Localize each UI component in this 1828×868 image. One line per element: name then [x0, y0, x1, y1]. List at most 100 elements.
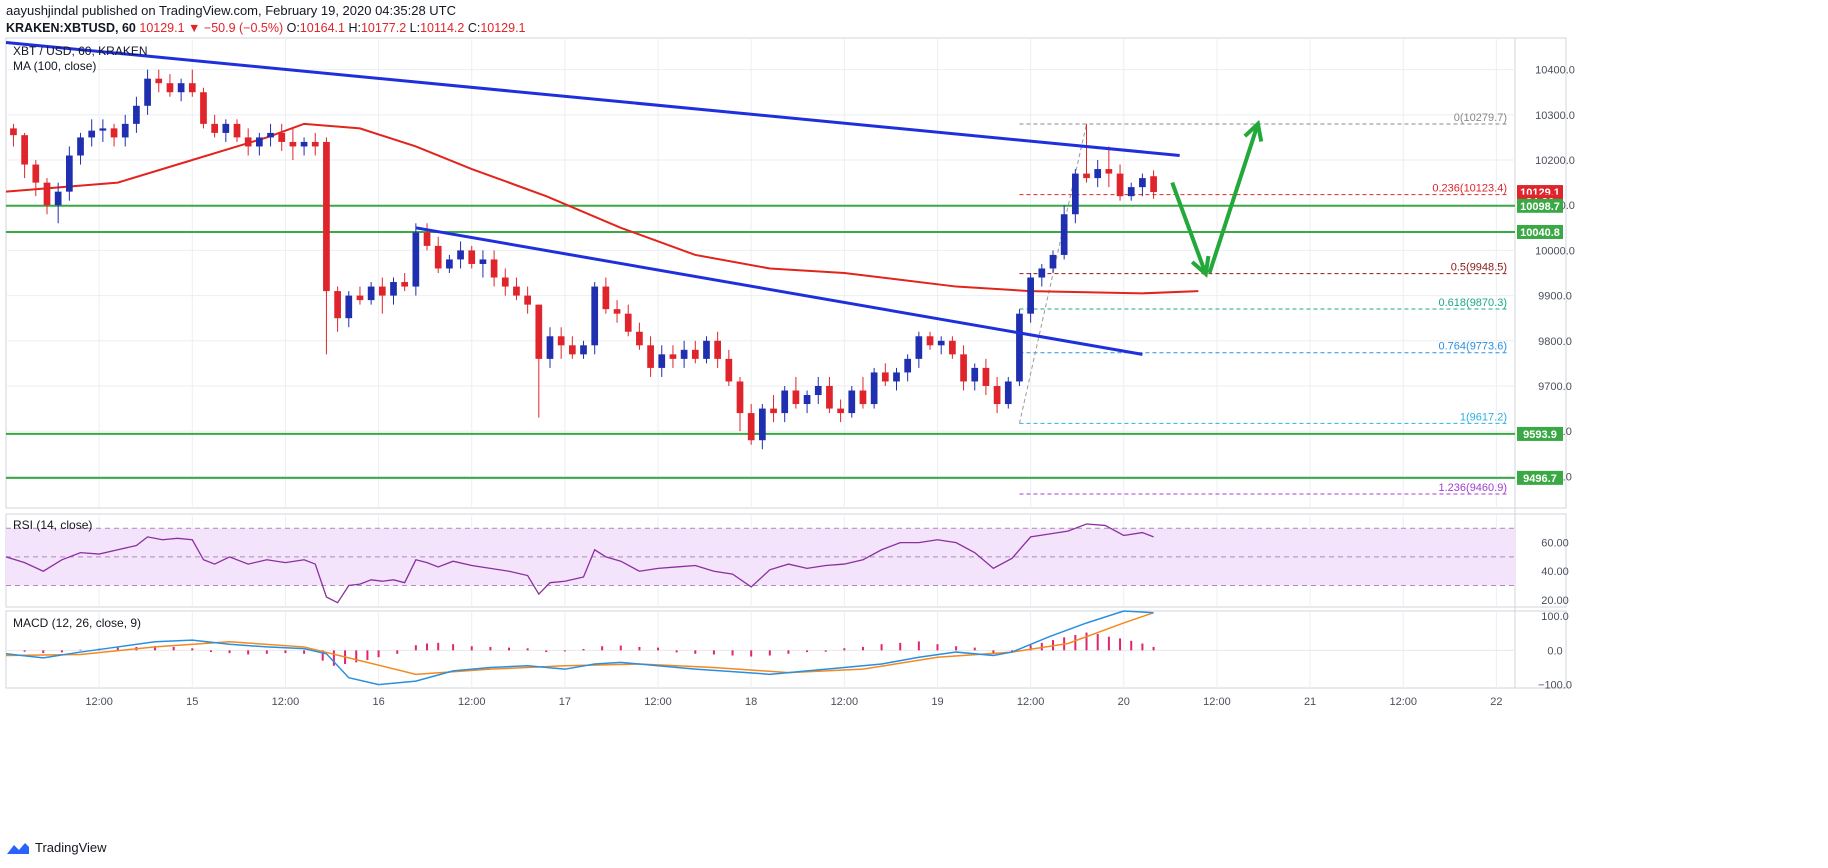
candle-body: [837, 408, 844, 414]
candle-body: [904, 358, 912, 373]
candle-body: [1150, 176, 1157, 193]
macd-tick-label: 0.0: [1547, 645, 1562, 657]
candle-body: [300, 141, 308, 147]
candle-body: [580, 345, 587, 355]
tradingview-logo[interactable]: TradingView: [6, 840, 107, 855]
candle-body: [121, 123, 129, 138]
candle-body: [524, 295, 531, 305]
candle-body: [1060, 214, 1068, 255]
published-text: published on TradingView.com, February 1…: [81, 3, 457, 18]
fib-level-label: 0.764(9773.6): [1439, 341, 1508, 353]
candle-body: [1049, 254, 1057, 269]
macd-tick-label: −100.0: [1538, 680, 1572, 692]
rsi-tick-label: 60.00: [1541, 538, 1569, 550]
y-tick-label: 10000.0: [1535, 245, 1575, 257]
candle-body: [278, 132, 286, 142]
macd-tick-label: 100.0: [1541, 611, 1569, 623]
price-tag-bg: [1517, 426, 1563, 441]
y-tick-label: 9800.0: [1538, 336, 1572, 348]
x-tick-label: 15: [186, 696, 198, 708]
x-tick-label: 12:00: [1389, 696, 1417, 708]
candle-body: [434, 245, 442, 269]
chart-title: XBT / USD, 60, KRAKEN: [13, 44, 148, 58]
candle-body: [669, 354, 677, 359]
ma100-line: [5, 122, 1199, 295]
rsi-title: RSI (14, close): [13, 518, 92, 532]
price-change: ▼ −50.9 (−0.5%): [188, 21, 284, 35]
candle-body: [725, 358, 733, 382]
candle-body: [1027, 277, 1034, 314]
candle-body: [647, 345, 654, 368]
candle-body: [591, 286, 599, 346]
candle-body: [423, 232, 431, 246]
candle-body: [513, 286, 520, 296]
candle-body: [1071, 173, 1079, 215]
candle-body: [289, 141, 297, 147]
macd-pane-frame: [5, 610, 1567, 689]
candle-body: [848, 390, 856, 414]
candle-body: [144, 78, 151, 106]
candle-body: [1105, 169, 1113, 174]
x-tick-label: 19: [931, 696, 943, 708]
x-tick-label: 17: [559, 696, 571, 708]
candle-body: [1127, 187, 1135, 197]
candle-body: [345, 295, 353, 319]
candle-body: [378, 286, 386, 296]
candle-body: [535, 304, 543, 359]
candle-body: [110, 128, 118, 138]
candle-body: [1116, 173, 1124, 197]
candle-body: [1083, 173, 1090, 179]
candle-body: [960, 354, 967, 382]
candle-body: [211, 123, 219, 133]
rsi-line: [5, 523, 1154, 604]
candle-body: [311, 141, 319, 147]
last-price: 10129.1: [139, 21, 185, 35]
candle-body: [971, 367, 979, 382]
candle-body: [691, 349, 699, 359]
candle-body: [334, 291, 341, 319]
macd-line: [5, 610, 1154, 686]
candle-body: [1016, 313, 1023, 382]
candle-body: [446, 259, 453, 269]
x-tick-label: 18: [745, 696, 757, 708]
candle-body: [859, 390, 867, 405]
candle-body: [602, 286, 610, 310]
x-tick-label: 12:00: [1203, 696, 1231, 708]
candle-body: [770, 408, 777, 414]
candle-body: [814, 385, 822, 396]
candle-body: [781, 390, 789, 414]
close-label: C:: [467, 21, 481, 35]
fib-level-label: 0.618(9870.3): [1439, 297, 1508, 309]
candle-body: [390, 282, 397, 296]
price-tag: 9593.9: [1523, 429, 1557, 441]
candle-body: [557, 336, 565, 346]
publish-header: aayushjindal published on TradingView.co…: [6, 3, 456, 18]
candle-body: [88, 130, 96, 138]
candle-body: [356, 295, 364, 301]
candle-body: [680, 349, 688, 359]
price-tag-bg: [1517, 470, 1563, 485]
candle-body: [479, 259, 487, 264]
up-arrow: [1207, 123, 1260, 274]
candle-body: [893, 372, 900, 382]
publisher-name[interactable]: aayushjindal: [6, 3, 79, 18]
down-arrow: [1170, 181, 1208, 275]
candle-body: [747, 413, 755, 441]
price-tag: 10098.7: [1520, 201, 1560, 213]
upper-trendline: [5, 41, 1180, 157]
candle-body: [10, 128, 17, 136]
close-value: 10129.1: [480, 21, 526, 35]
price-tag: 10040.8: [1520, 227, 1560, 239]
candle-body: [155, 78, 163, 84]
candle-body: [43, 182, 51, 206]
candle-body: [267, 132, 274, 138]
candle-body: [188, 83, 196, 93]
fib-level-label: 1(9617.2): [1460, 411, 1507, 423]
candle-body: [54, 191, 62, 206]
fib-level-label: 0.236(10123.4): [1432, 183, 1507, 195]
up-arrow-head: [1243, 119, 1264, 142]
y-tick-label: 10400.0: [1535, 65, 1575, 77]
candle-body: [982, 367, 990, 386]
